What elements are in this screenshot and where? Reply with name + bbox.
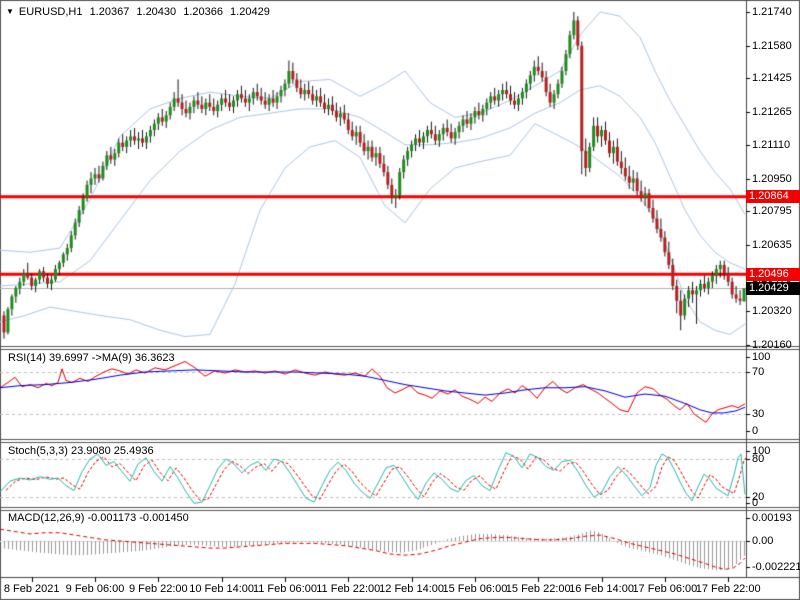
time-tick-label: 8 Feb 2021 (3, 583, 60, 595)
rsi-tick-label: 70 (752, 366, 765, 378)
price-line-label: 1.20496 (746, 267, 800, 281)
stoch-tick-label: 80 (752, 453, 765, 466)
symbol-marker-icon: ▼ (6, 7, 14, 16)
time-tick-label: 11 Feb 22:00 (316, 583, 381, 595)
time-tick-label: 15 Feb 06:00 (442, 583, 508, 595)
stoch-panel-label: Stoch(5,3,3) 23.9080 25.4936 (8, 445, 154, 457)
stoch-tick-label: 100 (752, 445, 771, 457)
chart-title: ▼ EURUSD,H1 1.20367 1.20430 1.20366 1.204… (6, 5, 274, 19)
time-axis[interactable]: 8 Feb 2021 9 Feb 06:00 9 Feb 22:00 10 Feb 1… (0, 578, 800, 600)
macd-panel-label: MACD(12,26,9) -0.001173 -0.001450 (8, 512, 189, 524)
time-tick-label: 17 Feb 06:00 (632, 583, 698, 595)
macd-tick-label: -0.002221 (752, 561, 800, 574)
rsi-tick-label: 100 (752, 351, 771, 363)
low-value: 1.20366 (183, 6, 223, 18)
price-tick-label: 1.20160 (752, 339, 792, 351)
price-line-label: 1.20864 (746, 190, 800, 204)
macd-tick-label: 0.00193 (752, 512, 792, 525)
symbol-period-label: EURUSD,H1 (18, 6, 83, 18)
open-value: 1.20367 (89, 6, 130, 18)
price-tick-label: 1.21110 (752, 138, 791, 151)
time-tick-label: 15 Feb 22:00 (505, 583, 571, 595)
time-tick-label: 16 Feb 14:00 (569, 583, 634, 595)
rsi-panel-label: RSI(14) 39.6997 ->MA(9) 36.3623 (8, 352, 175, 364)
rsi-tick-label: 30 (752, 408, 765, 420)
time-tick-label: 11 Feb 06:00 (252, 583, 317, 595)
stoch-tick-label: 20 (752, 491, 765, 503)
close-value: 1.20429 (230, 6, 270, 18)
price-tick-label: 1.21265 (752, 106, 792, 119)
time-tick-label: 10 Feb 14:00 (189, 583, 255, 595)
current-price-label: 1.20429 (746, 281, 800, 295)
price-tick-label: 1.20795 (752, 205, 792, 218)
time-tick-label: 9 Feb 22:00 (128, 583, 188, 595)
price-tick-label: 1.20320 (752, 305, 792, 318)
price-tick-label: 1.21425 (752, 72, 792, 85)
rsi-tick-label: 0 (752, 425, 759, 437)
high-value: 1.20430 (136, 6, 177, 18)
time-tick-label: 12 Feb 14:00 (379, 583, 445, 595)
price-tick-label: 1.21580 (752, 39, 792, 52)
time-tick-label: 17 Feb 22:00 (695, 583, 761, 595)
price-tick-label: 1.21740 (752, 6, 792, 18)
price-tick-label: 1.20950 (752, 172, 792, 185)
stoch-tick-label: 0 (752, 497, 759, 509)
macd-tick-label: 0.00 (752, 535, 774, 547)
price-tick-label: 1.20635 (752, 238, 792, 251)
time-tick-label: 9 Feb 06:00 (65, 583, 125, 595)
